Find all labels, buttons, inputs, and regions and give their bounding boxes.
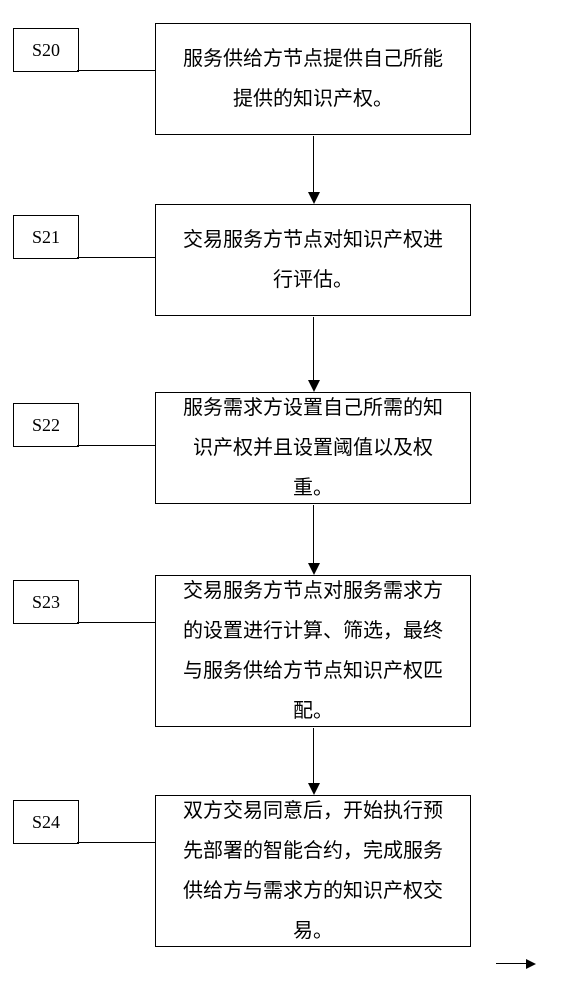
- step-label-text: S23: [32, 592, 60, 613]
- connector-s23: [77, 622, 155, 623]
- step-box-text: 服务供给方节点提供自己所能提供的知识产权。: [176, 39, 450, 119]
- connector-s20: [77, 70, 155, 71]
- flowchart-canvas: S20 服务供给方节点提供自己所能提供的知识产权。 S21 交易服务方节点对知识…: [0, 0, 574, 1000]
- connector-s22: [77, 445, 155, 446]
- arrow-line-1: [313, 317, 314, 380]
- step-box-text: 交易服务方节点对知识产权进行评估。: [176, 220, 450, 300]
- arrow-line-3: [313, 728, 314, 783]
- arrow-line-2: [313, 505, 314, 563]
- connector-s24: [77, 842, 155, 843]
- step-box-text: 双方交易同意后，开始执行预先部署的智能合约，完成服务供给方与需求方的知识产权交易…: [176, 791, 450, 951]
- continuation-arrow-line: [496, 963, 526, 964]
- step-label-s22: S22: [13, 403, 79, 447]
- step-label-text: S21: [32, 227, 60, 248]
- step-label-s20: S20: [13, 28, 79, 72]
- step-label-text: S24: [32, 812, 60, 833]
- step-label-s24: S24: [13, 800, 79, 844]
- step-box-text: 交易服务方节点对服务需求方的设置进行计算、筛选，最终与服务供给方节点知识产权匹配…: [176, 571, 450, 731]
- step-label-text: S20: [32, 40, 60, 61]
- step-label-s21: S21: [13, 215, 79, 259]
- continuation-arrow-icon: [526, 959, 536, 969]
- step-box-text: 服务需求方设置自己所需的知识产权并且设置阈值以及权重。: [176, 388, 450, 508]
- step-box-s22: 服务需求方设置自己所需的知识产权并且设置阈值以及权重。: [155, 392, 471, 504]
- step-box-s20: 服务供给方节点提供自己所能提供的知识产权。: [155, 23, 471, 135]
- step-box-s21: 交易服务方节点对知识产权进行评估。: [155, 204, 471, 316]
- arrow-line-0: [313, 136, 314, 192]
- step-box-s24: 双方交易同意后，开始执行预先部署的智能合约，完成服务供给方与需求方的知识产权交易…: [155, 795, 471, 947]
- step-box-s23: 交易服务方节点对服务需求方的设置进行计算、筛选，最终与服务供给方节点知识产权匹配…: [155, 575, 471, 727]
- step-label-s23: S23: [13, 580, 79, 624]
- arrow-head-0: [308, 192, 320, 204]
- connector-s21: [77, 257, 155, 258]
- step-label-text: S22: [32, 415, 60, 436]
